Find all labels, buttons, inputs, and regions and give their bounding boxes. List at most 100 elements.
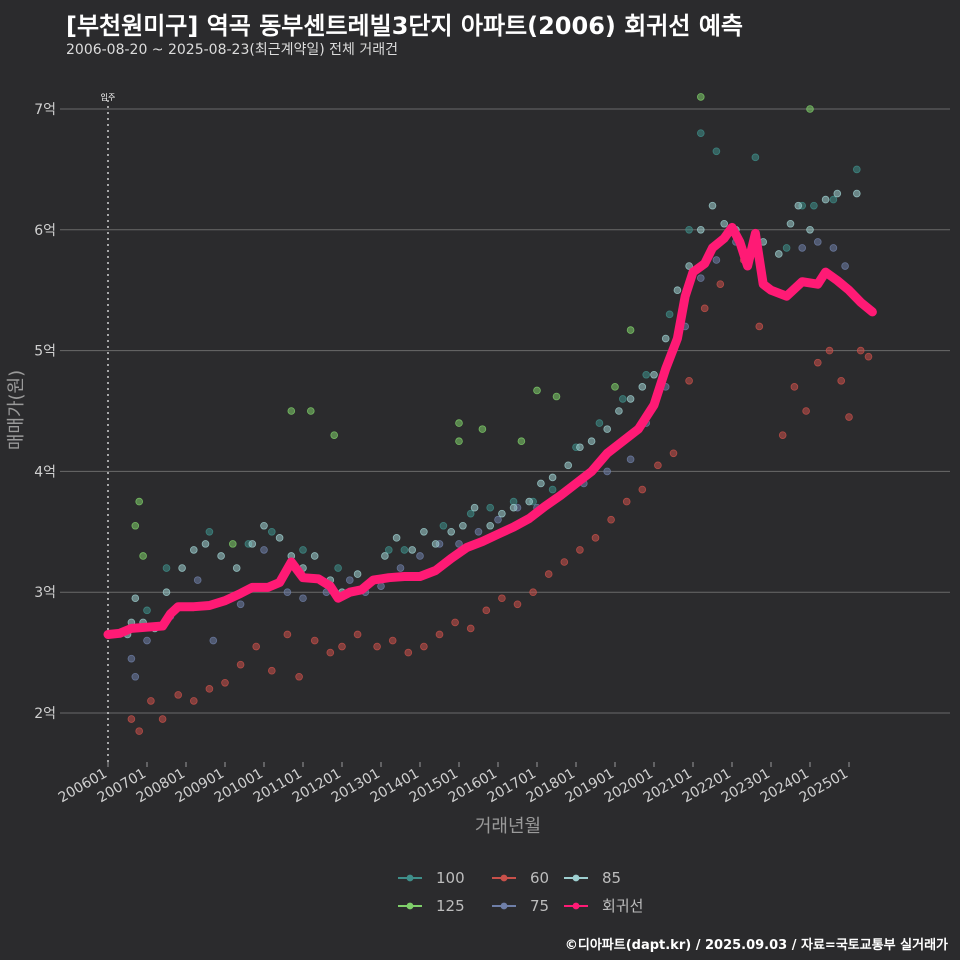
data-point-60 (790, 383, 799, 391)
data-point-60 (576, 546, 584, 554)
legend-marker (406, 874, 414, 882)
data-point-60 (638, 485, 647, 494)
data-point-60 (420, 642, 428, 651)
data-point-60 (560, 558, 569, 566)
legend-item-125: 125 (398, 897, 465, 915)
data-point-60 (716, 280, 725, 288)
data-point-85 (821, 195, 830, 204)
data-point-60 (825, 346, 834, 355)
data-point-60 (607, 515, 615, 524)
data-point-60 (498, 594, 506, 603)
data-point-75 (283, 588, 292, 596)
data-point-75 (209, 636, 218, 645)
y-axis-ticks: 2억 3억 4억 5억 6억 7억 (34, 102, 56, 722)
data-point-85 (696, 226, 705, 234)
data-point-60 (529, 588, 537, 596)
data-point-60 (147, 697, 155, 705)
data-point-60 (127, 715, 136, 723)
data-point-100 (400, 546, 409, 554)
legend-label: 회귀선 (602, 897, 643, 915)
data-point-60 (813, 358, 822, 367)
data-point-125 (533, 386, 541, 395)
legend-label: 60 (530, 869, 549, 887)
data-point-75 (696, 274, 705, 282)
data-point-85 (626, 395, 635, 403)
legend-marker (572, 874, 580, 882)
data-point-75 (193, 576, 202, 584)
data-point-100 (595, 419, 604, 427)
regression-layer (103, 222, 877, 639)
data-point-85 (720, 219, 728, 228)
data-point-85 (420, 527, 428, 536)
data-point-60 (252, 642, 261, 651)
legend-label: 125 (436, 897, 465, 915)
data-point-60 (190, 697, 198, 705)
data-point-85 (190, 546, 198, 554)
data-point-85 (201, 540, 210, 548)
data-point-75 (494, 515, 502, 524)
data-point-75 (712, 256, 721, 264)
data-point-75 (131, 672, 140, 681)
data-point-125 (478, 425, 487, 433)
data-point-100 (696, 129, 705, 137)
legend-item-100: 100 (398, 869, 465, 887)
data-point-60 (591, 534, 600, 542)
data-point-75 (345, 576, 354, 584)
data-point-75 (299, 594, 307, 603)
data-point-60 (451, 618, 459, 627)
data-point-100 (162, 564, 171, 572)
data-point-60 (778, 431, 787, 439)
y-tick-label: 2억 (34, 706, 56, 722)
data-point-60 (685, 376, 693, 385)
legend-label: 75 (530, 897, 549, 915)
data-point-60 (654, 461, 662, 470)
data-point-60 (158, 715, 167, 723)
data-point-100 (712, 147, 721, 156)
data-point-60 (482, 606, 491, 615)
data-point-125 (135, 497, 144, 506)
data-point-85 (217, 552, 225, 560)
data-point-100 (267, 527, 276, 536)
data-point-60 (845, 413, 853, 421)
data-point-85 (498, 509, 506, 518)
data-point-85 (260, 521, 268, 530)
data-point-85 (786, 219, 795, 228)
data-point-60 (236, 660, 245, 669)
data-point-85 (548, 473, 557, 482)
data-point-85 (603, 425, 611, 433)
data-point-85 (673, 286, 682, 295)
data-point-85 (275, 534, 284, 542)
data-point-85 (708, 201, 717, 210)
data-point-85 (353, 570, 362, 578)
data-point-60 (174, 691, 183, 699)
data-point-85 (459, 521, 467, 530)
data-point-100 (299, 546, 307, 554)
data-point-85 (525, 497, 533, 506)
data-point-85 (248, 540, 257, 548)
data-point-60 (326, 648, 335, 657)
data-point-60 (755, 322, 764, 331)
data-point-75 (841, 262, 849, 270)
data-point-85 (232, 564, 241, 572)
data-point-60 (283, 630, 292, 639)
data-point-60 (295, 672, 303, 681)
data-point-75 (127, 654, 136, 663)
data-point-100 (685, 226, 693, 234)
data-point-85 (685, 262, 693, 270)
move-in-label: 입주 (101, 93, 116, 102)
y-tick-label: 7억 (34, 102, 56, 118)
data-point-100 (334, 564, 342, 572)
data-point-75 (474, 527, 483, 536)
data-point-125 (611, 383, 619, 391)
chart-subtitle: 2006-08-20 ~ 2025-08-23(최근계약일) 전체 거래건 (66, 42, 398, 58)
data-point-75 (416, 552, 424, 560)
data-point-85 (162, 588, 171, 596)
data-point-100 (751, 153, 760, 162)
data-point-60 (856, 346, 865, 355)
data-point-100 (205, 527, 214, 536)
y-tick-label: 4억 (34, 464, 56, 480)
data-point-100 (642, 370, 650, 379)
data-point-125 (131, 521, 140, 530)
data-point-60 (513, 600, 522, 609)
